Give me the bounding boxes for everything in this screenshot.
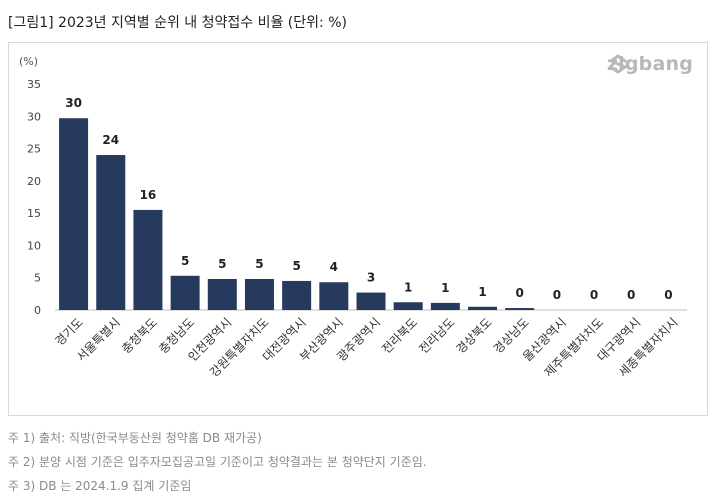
y-tick-label: 5	[34, 272, 41, 285]
footnote: 주 2) 분양 시점 기준은 입주자모집공고일 기준이고 청약결과는 본 청약단…	[8, 455, 427, 469]
x-tick-label: 경기도	[52, 315, 85, 348]
data-label: 3	[367, 271, 375, 285]
y-tick-label: 0	[34, 304, 41, 317]
x-tick-label: 전라남도	[416, 315, 457, 356]
x-tick-label: 전라북도	[379, 315, 420, 356]
bar	[96, 155, 126, 310]
y-tick-label: 25	[27, 143, 41, 156]
bar	[468, 306, 498, 310]
bar	[244, 279, 274, 310]
footnote: 주 3) DB 는 2024.1.9 집계 기준임	[8, 479, 192, 493]
data-label: 1	[441, 281, 449, 295]
bar	[59, 118, 89, 310]
bar	[133, 209, 163, 310]
bar	[207, 279, 237, 310]
logo-text: zigbang	[606, 53, 693, 75]
data-label: 0	[553, 288, 561, 302]
bar	[430, 302, 460, 310]
y-tick-label: 20	[27, 175, 41, 188]
bar	[170, 275, 200, 310]
bar	[505, 308, 535, 310]
data-label: 0	[516, 286, 524, 300]
bar	[356, 292, 386, 310]
footnotes: 주 1) 출처: 직방(한국부동산원 청약홈 DB 재가공) 주 2) 분양 시…	[8, 426, 427, 498]
data-label: 4	[330, 260, 338, 274]
bar-chart: (%)0510152025303530경기도24서울특별시16충청북도5충청남도…	[19, 55, 687, 380]
bar	[393, 302, 423, 310]
x-tick-label: 경상북도	[454, 315, 495, 356]
chart-container: (%) 0 5 10 15 20 25 30 35 30 경기도 24 서울특별시 16 충청북도 5 충청남도…	[8, 42, 708, 416]
data-label: 1	[404, 280, 412, 294]
data-label: 5	[292, 259, 300, 273]
data-label: 16	[140, 188, 157, 202]
data-label: 30	[65, 96, 82, 110]
figure-title: [그림1] 2023년 지역별 순위 내 청약접수 비율 (단위: %)	[8, 15, 347, 31]
data-label: 0	[627, 288, 635, 302]
data-label: 5	[218, 257, 226, 271]
y-tick-label: 35	[27, 78, 41, 91]
x-tick-label: 충청북도	[119, 315, 160, 356]
data-label: 5	[181, 254, 189, 268]
data-label: 0	[590, 288, 598, 302]
y-tick-label: 30	[27, 110, 41, 123]
footnote: 주 1) 출처: 직방(한국부동산원 청약홈 DB 재가공)	[8, 431, 262, 445]
data-label: 1	[478, 285, 486, 299]
y-axis-label: (%)	[19, 55, 38, 68]
zigbang-logo-icon	[609, 54, 627, 74]
logo: zigbang	[607, 53, 693, 75]
data-label: 0	[664, 288, 672, 302]
data-label: 24	[102, 133, 119, 147]
y-tick-label: 10	[27, 239, 41, 252]
bar	[319, 282, 349, 310]
data-label: 5	[255, 257, 263, 271]
bar	[282, 280, 312, 310]
y-tick-label: 15	[27, 207, 41, 220]
